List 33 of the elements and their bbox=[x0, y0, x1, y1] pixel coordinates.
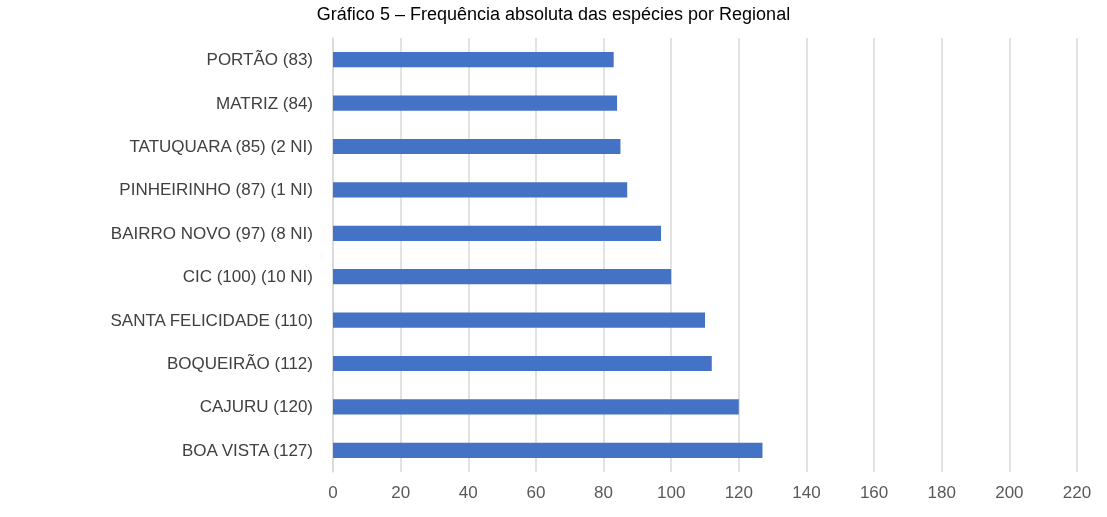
x-tick-label: 20 bbox=[391, 483, 411, 502]
x-tick-label: 0 bbox=[328, 483, 338, 502]
y-tick-label: CIC (100) (10 NI) bbox=[182, 267, 313, 287]
y-tick-label: PINHEIRINHO (87) (1 NI) bbox=[119, 180, 313, 200]
y-tick-label: MATRIZ (84) bbox=[216, 93, 313, 113]
bar bbox=[333, 312, 705, 328]
x-tick-label: 80 bbox=[594, 483, 614, 502]
x-tick-label: 180 bbox=[927, 483, 956, 502]
bar bbox=[333, 182, 628, 198]
x-tick-label: 60 bbox=[526, 483, 546, 502]
y-tick-label: BOA VISTA (127) bbox=[181, 440, 313, 460]
x-tick-label: 220 bbox=[1062, 483, 1092, 502]
bar bbox=[333, 95, 618, 111]
y-tick-label: SANTA FELICIDADE (110) bbox=[110, 310, 313, 330]
x-tick-label: 200 bbox=[995, 483, 1024, 502]
y-tick-label: BAIRRO NOVO (97) (8 NI) bbox=[110, 223, 313, 243]
bar bbox=[333, 355, 712, 372]
bar bbox=[333, 52, 614, 68]
bar bbox=[333, 138, 621, 155]
x-tick-label: 140 bbox=[792, 483, 821, 502]
y-tick-label: PORTÃO (83) bbox=[206, 50, 313, 70]
x-tick-label: 100 bbox=[656, 483, 686, 502]
bar bbox=[333, 442, 763, 458]
y-tick-label: BOQUEIRÃO (112) bbox=[166, 354, 313, 373]
y-tick-label: CAJURU (120) bbox=[199, 397, 313, 417]
x-tick-label: 40 bbox=[458, 483, 478, 502]
bar bbox=[333, 225, 662, 241]
bar bbox=[333, 269, 672, 285]
bar bbox=[333, 399, 739, 415]
x-tick-label: 120 bbox=[724, 483, 754, 502]
y-tick-label: TATUQUARA (85) (2 NI) bbox=[129, 137, 313, 156]
x-tick-label: 160 bbox=[859, 483, 889, 502]
chart-title: Gráfico 5 – Frequência absoluta das espécies por Regional bbox=[316, 4, 791, 24]
